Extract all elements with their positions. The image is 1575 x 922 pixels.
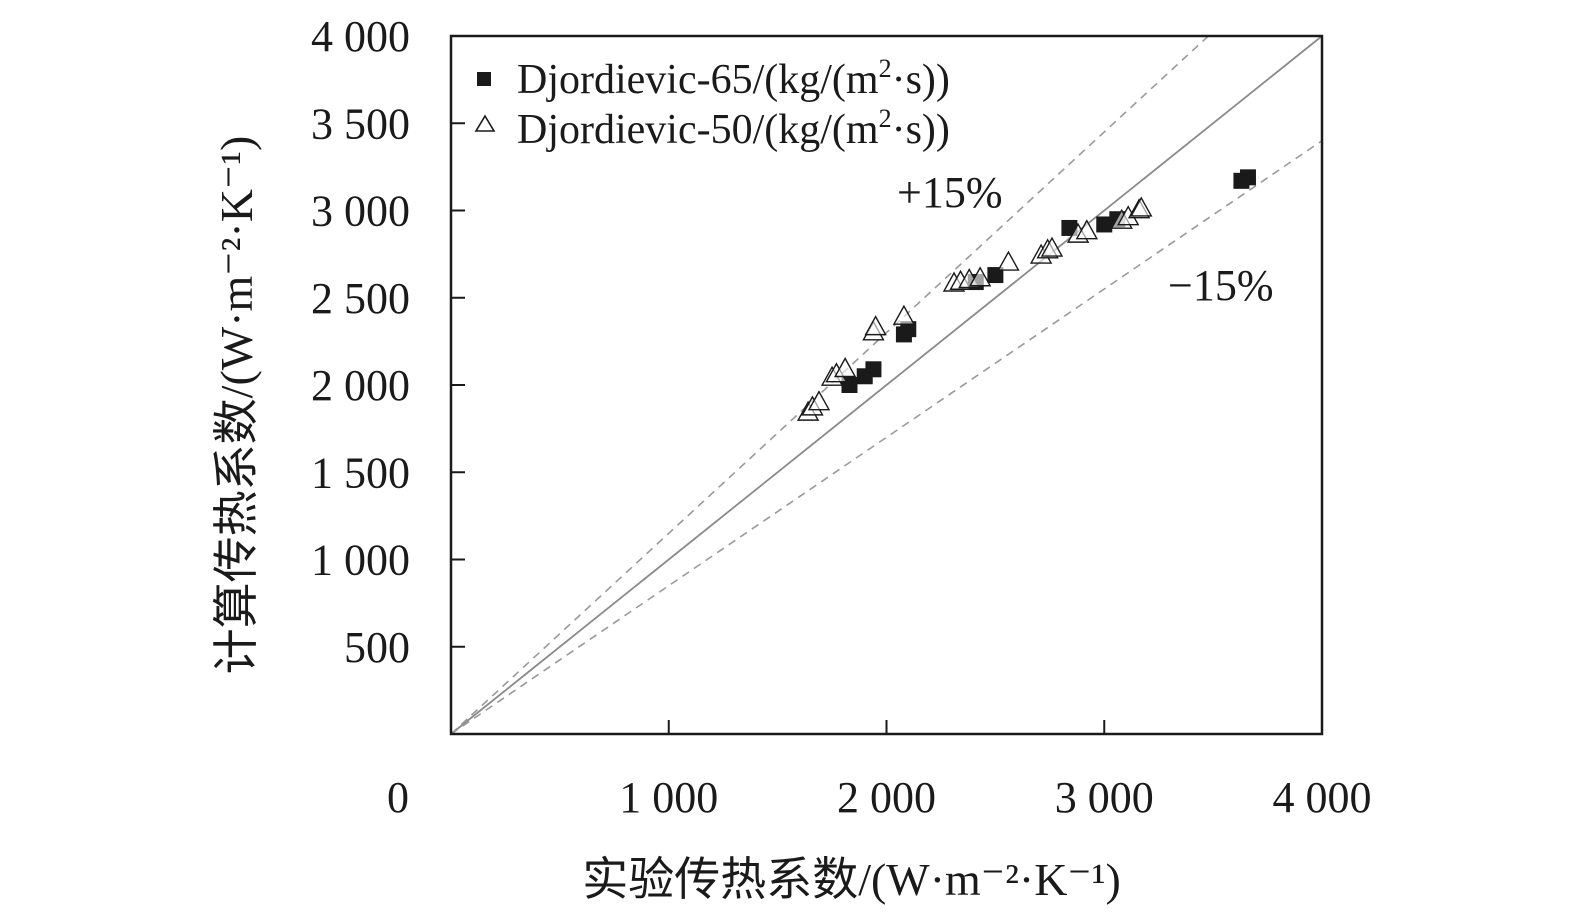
y-tick-label: 4 000: [311, 12, 410, 61]
minus15-label: −15%: [1168, 261, 1273, 310]
legend-entry-50: Djordievic-50/(kg/(m2·s)): [474, 104, 950, 153]
y-tick-label: 3 000: [311, 187, 410, 236]
point-djordievic-50: [892, 304, 916, 325]
x-tick-label: 2 000: [837, 773, 936, 822]
point-djordievic-50: [997, 250, 1020, 271]
legend-label-50-sup: 2: [879, 104, 892, 133]
legend-label-65: Djordievic-65/(kg/(m2·s)): [517, 54, 950, 103]
point-djordievic-65: [865, 361, 882, 378]
legend-label-50-prefix: Djordievic-50/(kg/(m: [517, 107, 879, 153]
reference-line-minus15: [450, 140, 1323, 735]
point-djordievic-50: [1040, 236, 1064, 257]
reference-line-plus15: [450, 35, 1209, 735]
legend-label-65-sup: 2: [879, 54, 892, 83]
point-djordievic-50: [1130, 196, 1153, 217]
reference-lines: [450, 35, 1323, 735]
x-tick-label: 4 000: [1273, 773, 1372, 822]
legend-label-50-suffix: ·s)): [892, 107, 950, 153]
data-points: [796, 169, 1256, 421]
point-djordievic-65: [1239, 169, 1256, 186]
point-djordievic-50: [864, 315, 887, 336]
point-djordievic-65: [987, 267, 1004, 284]
legend-entry-65: Djordievic-65/(kg/(m2·s)): [477, 54, 950, 103]
y-tick-label: 500: [344, 623, 410, 672]
y-tick-label: 1 500: [311, 448, 410, 497]
x-axis-title: 实验传热系数/(W·m⁻²·K⁻¹): [582, 854, 1121, 905]
y-tick-label: 2 500: [311, 274, 410, 323]
point-djordievic-50: [807, 390, 831, 411]
x-tick-label: 3 000: [1055, 773, 1154, 822]
legend-marker-filled-square: [477, 72, 491, 86]
point-djordievic-50: [968, 266, 992, 287]
y-tick-labels: 500 1 000 1 500 2 000 2 500 3 000 3 500 4 000: [311, 12, 410, 672]
x-tick-label: 1 000: [619, 773, 718, 822]
legend: Djordievic-65/(kg/(m2·s)) Djordievic-50/…: [474, 54, 950, 153]
legend-label-65-prefix: Djordievic-65/(kg/(m: [517, 57, 879, 103]
legend-label-50: Djordievic-50/(kg/(m2·s)): [517, 104, 950, 153]
point-djordievic-50: [1075, 219, 1099, 240]
point-djordievic-65: [900, 321, 917, 338]
point-djordievic-65: [1096, 216, 1113, 233]
y-tick-label: 1 000: [311, 536, 410, 585]
plus15-label: +15%: [897, 168, 1002, 217]
y-tick-label: 2 000: [311, 361, 410, 410]
axis-ticks: [451, 122, 1106, 734]
y-tick-label: 3 500: [311, 99, 410, 148]
y-axis-title: 计算传热系数/(W·m⁻²·K⁻¹): [211, 136, 262, 675]
legend-label-65-suffix: ·s)): [892, 57, 950, 103]
point-djordievic-50: [833, 357, 857, 378]
x-tick-labels: 0 1 000 2 000 3 000 4 000: [387, 773, 1372, 822]
reference-line-parity: [450, 35, 1323, 735]
legend-marker-open-triangle: [474, 114, 496, 132]
x-tick-label: 0: [387, 773, 409, 822]
